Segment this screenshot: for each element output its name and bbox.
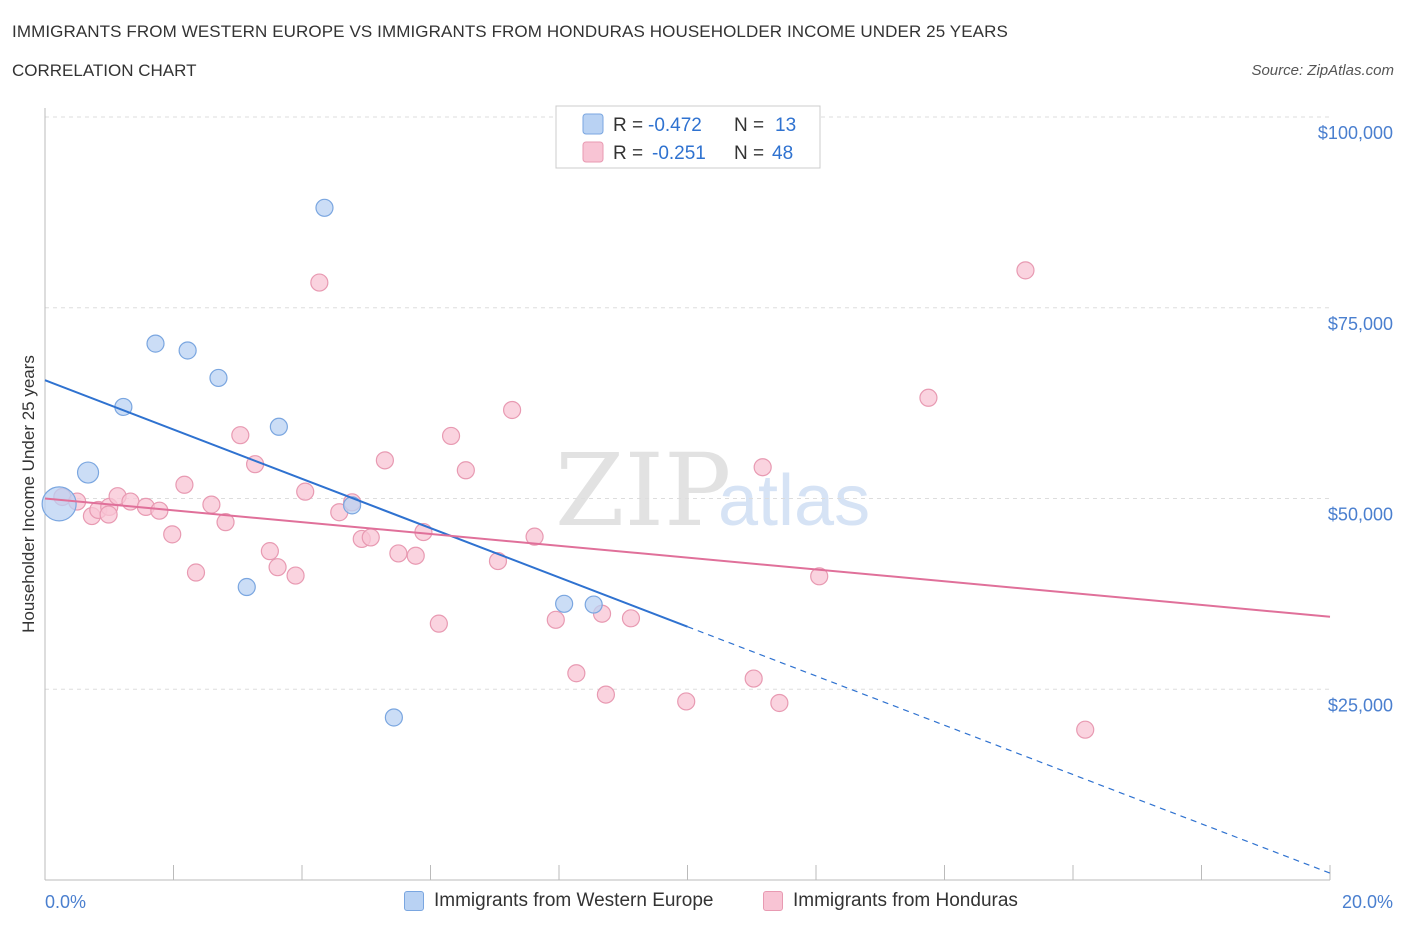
- watermark-zip: ZIP: [555, 432, 731, 549]
- honduras-point: [406, 546, 425, 565]
- honduras-point: [567, 664, 586, 683]
- honduras-point: [389, 544, 408, 563]
- honduras-point: [163, 525, 182, 544]
- western-europe-point: [269, 417, 288, 436]
- western-europe-point: [237, 577, 256, 597]
- honduras-point: [260, 542, 279, 561]
- x-tick-label-min: 0.0%: [45, 892, 86, 912]
- trendlines: [44, 379, 1331, 874]
- western-europe-point: [41, 486, 77, 522]
- honduras-trendline: [44, 497, 1331, 618]
- western-europe-point: [76, 461, 100, 484]
- correlation-legend: R = -0.472 N = 13 R = -0.251 N = 48: [555, 105, 821, 169]
- honduras-point: [202, 495, 221, 514]
- legend-r-label-1: R =: [613, 115, 643, 136]
- honduras-point: [231, 426, 250, 445]
- legend-label-honduras: Immigrants from Honduras: [793, 890, 1018, 911]
- honduras-point: [268, 558, 287, 577]
- honduras-point: [753, 458, 772, 477]
- honduras-point: [296, 482, 315, 501]
- legend-r-label-2: R =: [613, 143, 643, 164]
- western-europe-points: [41, 198, 603, 727]
- honduras-point: [375, 451, 394, 470]
- legend-n-label-1: N =: [734, 115, 764, 136]
- western-europe-point: [209, 368, 228, 388]
- honduras-point: [456, 461, 475, 480]
- legend-n-value-1: 13: [775, 115, 796, 136]
- western-europe-point: [315, 198, 334, 217]
- legend-swatch-pink: [582, 141, 604, 163]
- honduras-point: [546, 610, 565, 629]
- watermark-atlas: atlas: [718, 461, 870, 541]
- honduras-point: [361, 528, 380, 547]
- honduras-point: [441, 426, 461, 446]
- honduras-point: [677, 692, 696, 711]
- honduras-point: [525, 527, 544, 546]
- western-europe-trendline-extension: [687, 626, 1331, 874]
- legend-label-western-europe: Immigrants from Western Europe: [434, 890, 714, 911]
- legend-swatch-western-europe: [404, 891, 424, 911]
- honduras-point: [150, 501, 169, 520]
- honduras-point: [99, 505, 118, 524]
- y-tick-label-100000: $100,000: [1318, 123, 1393, 143]
- western-europe-point: [146, 334, 165, 353]
- honduras-point: [621, 609, 641, 628]
- legend-item-honduras[interactable]: Immigrants from Honduras: [763, 890, 1018, 912]
- y-tick-label-25000: $25,000: [1328, 695, 1393, 715]
- honduras-point: [744, 669, 763, 688]
- legend-r-value-2: -0.251: [652, 143, 706, 164]
- x-tick-label-max: 20.0%: [1342, 892, 1393, 912]
- legend-swatch-honduras: [763, 891, 783, 911]
- honduras-point: [770, 693, 789, 713]
- chart-title: IMMIGRANTS FROM WESTERN EUROPE VS IMMIGR…: [12, 22, 1008, 41]
- western-europe-point: [178, 341, 197, 360]
- honduras-point: [810, 567, 829, 586]
- legend-n-label-2: N =: [734, 143, 764, 164]
- honduras-point: [175, 475, 194, 494]
- western-europe-point: [584, 595, 603, 614]
- y-tick-labels: $25,000 $50,000 $75,000 $100,000: [1318, 123, 1393, 715]
- honduras-point: [216, 513, 235, 532]
- honduras-point: [186, 563, 206, 582]
- chart-subtitle: CORRELATION CHART: [12, 61, 197, 80]
- honduras-point: [488, 551, 508, 571]
- gridlines: [45, 116, 1330, 690]
- y-tick-label-50000: $50,000: [1328, 505, 1393, 525]
- western-europe-point: [555, 594, 574, 613]
- western-europe-point: [343, 496, 362, 515]
- honduras-point: [310, 273, 329, 292]
- honduras-point: [1076, 720, 1095, 739]
- honduras-point: [596, 685, 616, 704]
- honduras-point: [286, 566, 305, 585]
- honduras-point: [429, 614, 448, 633]
- source-label: Source: ZipAtlas.com: [1251, 62, 1394, 79]
- legend-item-western-europe[interactable]: Immigrants from Western Europe: [404, 890, 713, 912]
- western-europe-trendline: [44, 379, 688, 628]
- honduras-point: [919, 388, 938, 407]
- x-ticks: [44, 865, 1331, 880]
- honduras-point: [502, 400, 522, 420]
- legend-r-value-1: -0.472: [648, 115, 702, 136]
- honduras-point: [1016, 261, 1035, 280]
- y-tick-label-75000: $75,000: [1328, 314, 1393, 334]
- y-axis-label: Householder Income Under 25 years: [19, 355, 38, 633]
- legend-n-value-2: 48: [772, 143, 793, 164]
- western-europe-point: [384, 708, 403, 727]
- legend-swatch-blue: [582, 113, 604, 135]
